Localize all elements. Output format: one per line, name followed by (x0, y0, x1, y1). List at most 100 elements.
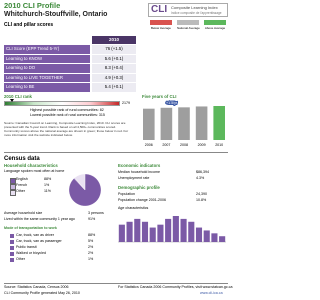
transport-label: Public transit (16, 245, 37, 249)
bar (149, 227, 156, 242)
legend-label: National Average (177, 26, 200, 30)
swatch (10, 184, 16, 190)
bar (126, 221, 133, 242)
subsection-title: Demographic profile (118, 185, 160, 190)
year-label: 2008 (180, 143, 188, 147)
bar (160, 107, 173, 140)
row-value: 24,390 (196, 192, 207, 196)
row-value: 5.4 (+0.1) (92, 83, 136, 92)
rank-title: 2010 CLI rank (4, 94, 32, 99)
row-label: Population change 2001-2006 (118, 198, 166, 202)
row-label: Average household size (4, 211, 43, 215)
language: French (16, 183, 28, 187)
legend-label: Below Average (151, 26, 171, 30)
footer-generated: CLI Community Profile generated May 26, … (4, 291, 80, 295)
bar (141, 221, 149, 242)
bar (143, 108, 155, 140)
transport-label: Other (16, 257, 25, 261)
section-title: CLI and pillar scores (4, 22, 54, 28)
swatch (10, 234, 14, 238)
bar (188, 221, 195, 242)
footer-visit: For Statistics Canada 2006 Community Pro… (118, 285, 233, 289)
annotation: +1.5/yr (166, 101, 178, 105)
row-label: Population (118, 192, 135, 196)
source-note: Source: Canadian Council on Learning, Co… (4, 121, 129, 138)
label: Language spoken most often at home (4, 169, 65, 173)
rank-note: Lowest possible rank of rural communitie… (30, 113, 105, 117)
subsection-title: Mode of transportation to work (4, 226, 57, 230)
bar (211, 233, 218, 242)
subsection-title: Economic indicators (118, 163, 161, 168)
rank-end: 2179 (122, 101, 130, 105)
bar (172, 216, 179, 242)
language: English (16, 177, 28, 181)
legend-swatch (177, 20, 199, 25)
swatch (10, 240, 14, 244)
swatch (10, 190, 16, 196)
row-value: 10.8% (196, 198, 207, 202)
bar (178, 107, 190, 140)
logo-mark: CLI (151, 4, 168, 15)
year-label: 2006 (145, 143, 153, 147)
bar (219, 236, 226, 242)
bar (134, 218, 141, 242)
transport-value: 88% (88, 233, 96, 237)
transport-label: Car, truck, van as driver (16, 233, 54, 237)
row-value: 91% (88, 217, 96, 221)
divider (4, 152, 228, 153)
row-label: Learning to KNOW (4, 54, 90, 63)
bar (165, 218, 172, 242)
bar (203, 230, 210, 242)
pie-slice (74, 173, 86, 191)
row-label: CLI Score (EPP Trend 5-Yr) (4, 45, 90, 54)
row-value: 4.9 (+0.3) (92, 73, 136, 82)
age-chart (118, 216, 226, 243)
language-value: 1% (44, 183, 50, 187)
row-value: 4.3% (196, 176, 205, 180)
subsection-title: Household characteristics (4, 163, 58, 168)
row-value: 76 (+1.5) (92, 45, 136, 54)
footer-url[interactable]: www.cli-ica.ca (200, 291, 223, 295)
page: 2010 CLI Profile Whitchurch-Stouffville,… (4, 1, 233, 295)
language-value: 88% (44, 177, 52, 181)
row-value: $86,394 (196, 170, 209, 174)
subtitle: Whitchurch-Stouffville, Ontario (4, 11, 108, 18)
bar (180, 218, 187, 242)
row-value: 8.3 (+0.4) (92, 64, 136, 73)
language: Other (16, 189, 25, 193)
transport-value: 2% (88, 245, 94, 249)
row-label: Learning to LIVE TOGETHER (4, 73, 90, 82)
divider (4, 283, 228, 284)
transport-label: Car, truck, van as passenger (16, 239, 62, 243)
pie-slice (68, 173, 102, 207)
bar (213, 106, 225, 140)
label: Age characteristics (118, 206, 149, 210)
swatch (10, 246, 14, 250)
logo-text: Composite Learning Index (171, 5, 218, 10)
transport-label: Walked or bicycled (16, 251, 47, 255)
transport-value: 1% (88, 257, 94, 261)
rank-marker (10, 99, 14, 102)
rank-note: Highest possible rank of rural communiti… (30, 108, 104, 112)
swatch (10, 252, 14, 256)
bar (195, 106, 208, 140)
logo-text-fr: Indice composite de l'apprentissage (171, 10, 222, 15)
transport-value: 5% (88, 239, 94, 243)
language-value: 11% (44, 189, 51, 193)
legend-swatch (150, 20, 172, 25)
bar (157, 224, 164, 242)
row-label: Learning to BE (4, 83, 90, 92)
title: 2010 CLI Profile (4, 1, 61, 10)
row-label: Unemployment rate (118, 176, 150, 180)
row-value: 5.6 (+0.1) (92, 54, 136, 63)
bar (118, 224, 125, 242)
census-title: Census data (4, 156, 40, 162)
row-value: 3 persons (88, 211, 104, 215)
logo: CLI Composite Learning Index Indice comp… (148, 3, 228, 17)
swatch (10, 258, 14, 262)
legend-swatch (204, 20, 226, 25)
year-label: 2010 (215, 143, 223, 147)
five-year-chart: 2006 2007 2008 2009 2010 +1.5/yr (143, 100, 225, 147)
row-label: Lived within the same community 1 year a… (4, 217, 75, 221)
pie-chart (68, 173, 102, 207)
